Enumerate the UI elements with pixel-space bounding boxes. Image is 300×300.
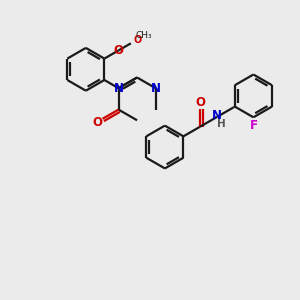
Text: N: N: [212, 109, 222, 122]
Text: CH₃: CH₃: [136, 31, 153, 40]
Text: O: O: [92, 116, 102, 129]
Text: O: O: [133, 34, 141, 45]
Text: N: N: [151, 82, 160, 95]
Text: H: H: [217, 118, 226, 128]
Text: N: N: [113, 82, 124, 95]
Text: F: F: [249, 119, 257, 132]
Text: O: O: [113, 44, 124, 57]
Text: O: O: [195, 96, 205, 109]
